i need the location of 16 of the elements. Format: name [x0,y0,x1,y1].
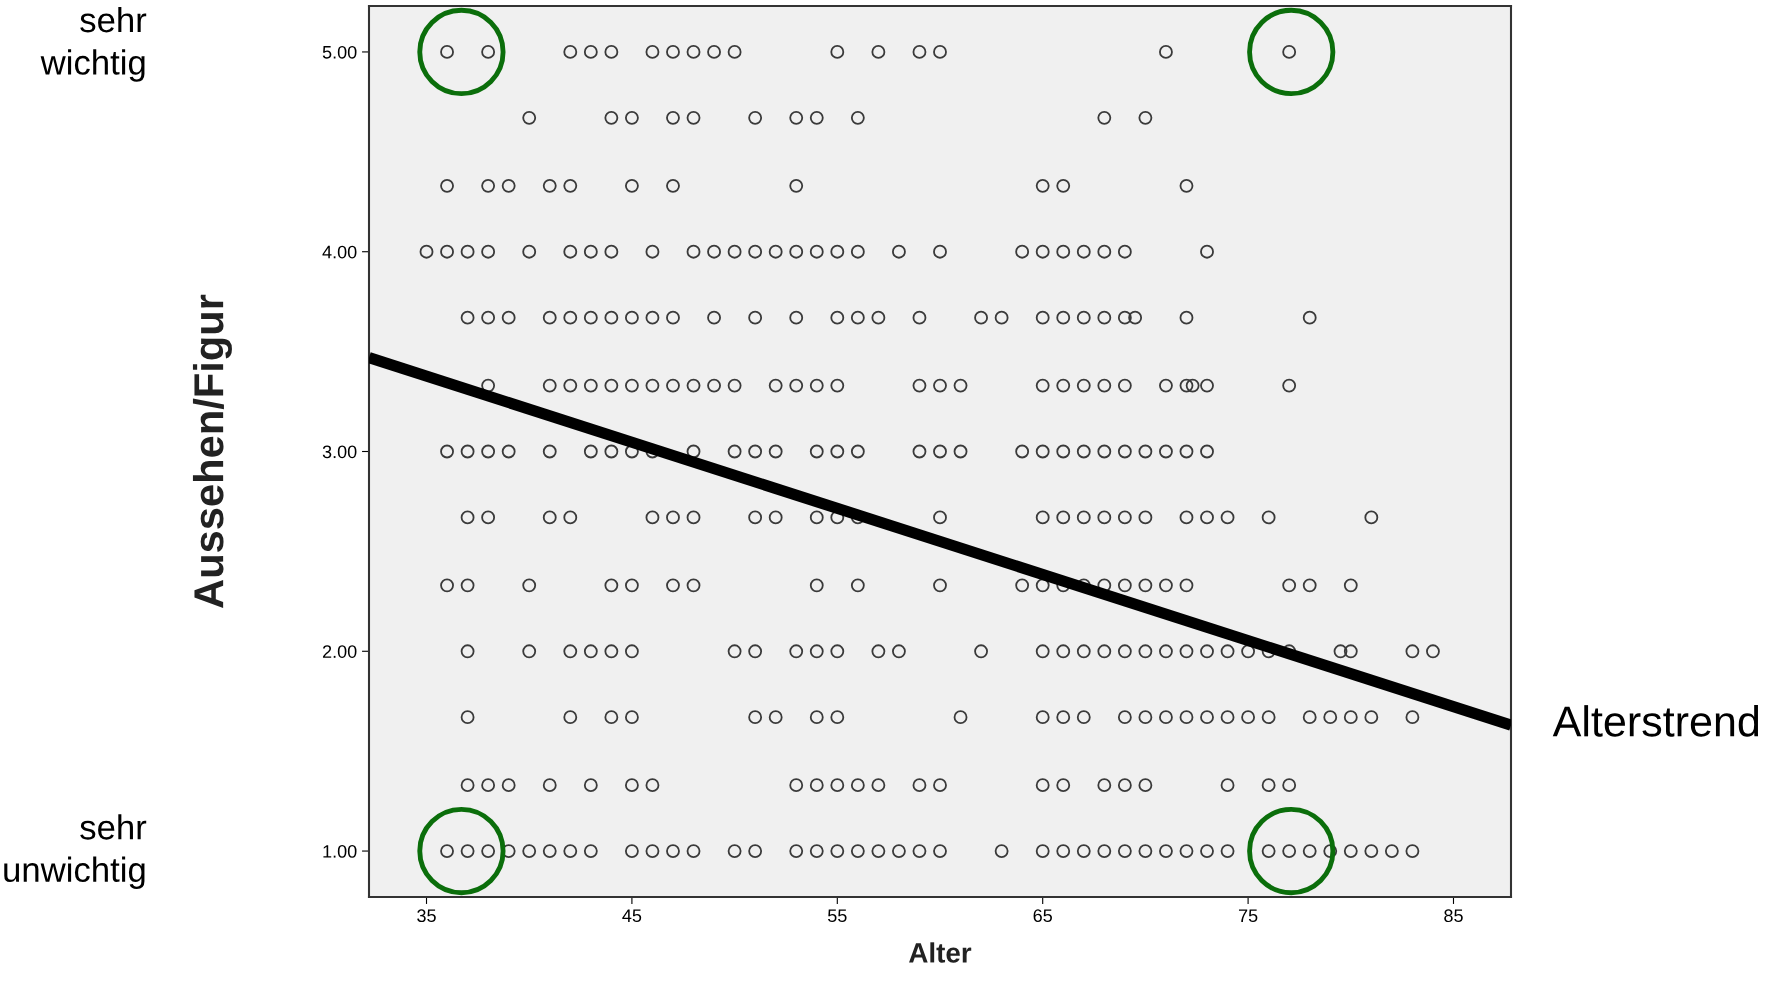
y-tick-label: 1.00 [323,844,357,858]
text: sehr wichtig [40,6,147,82]
x-axis-title: Alter [909,942,972,963]
y-axis-title: Aussehen/Figur [192,294,232,608]
y-tick-label: 5.00 [322,45,357,59]
x-tick-label: 35 [417,909,436,923]
x-tick-label: 85 [1444,909,1463,923]
y-tick-label: 2.00 [322,645,357,658]
annotation: Alterstrend [1552,705,1759,737]
y-tick-label: 3.00 [322,445,357,459]
x-tick-label: 65 [1033,909,1052,923]
x-tick-label: 75 [1238,909,1258,923]
x-tick-label: 55 [827,909,847,923]
x-tick-label: 45 [622,909,642,923]
text: sehr unwichtig [4,814,147,889]
y-tick-label: 4.00 [322,245,357,259]
